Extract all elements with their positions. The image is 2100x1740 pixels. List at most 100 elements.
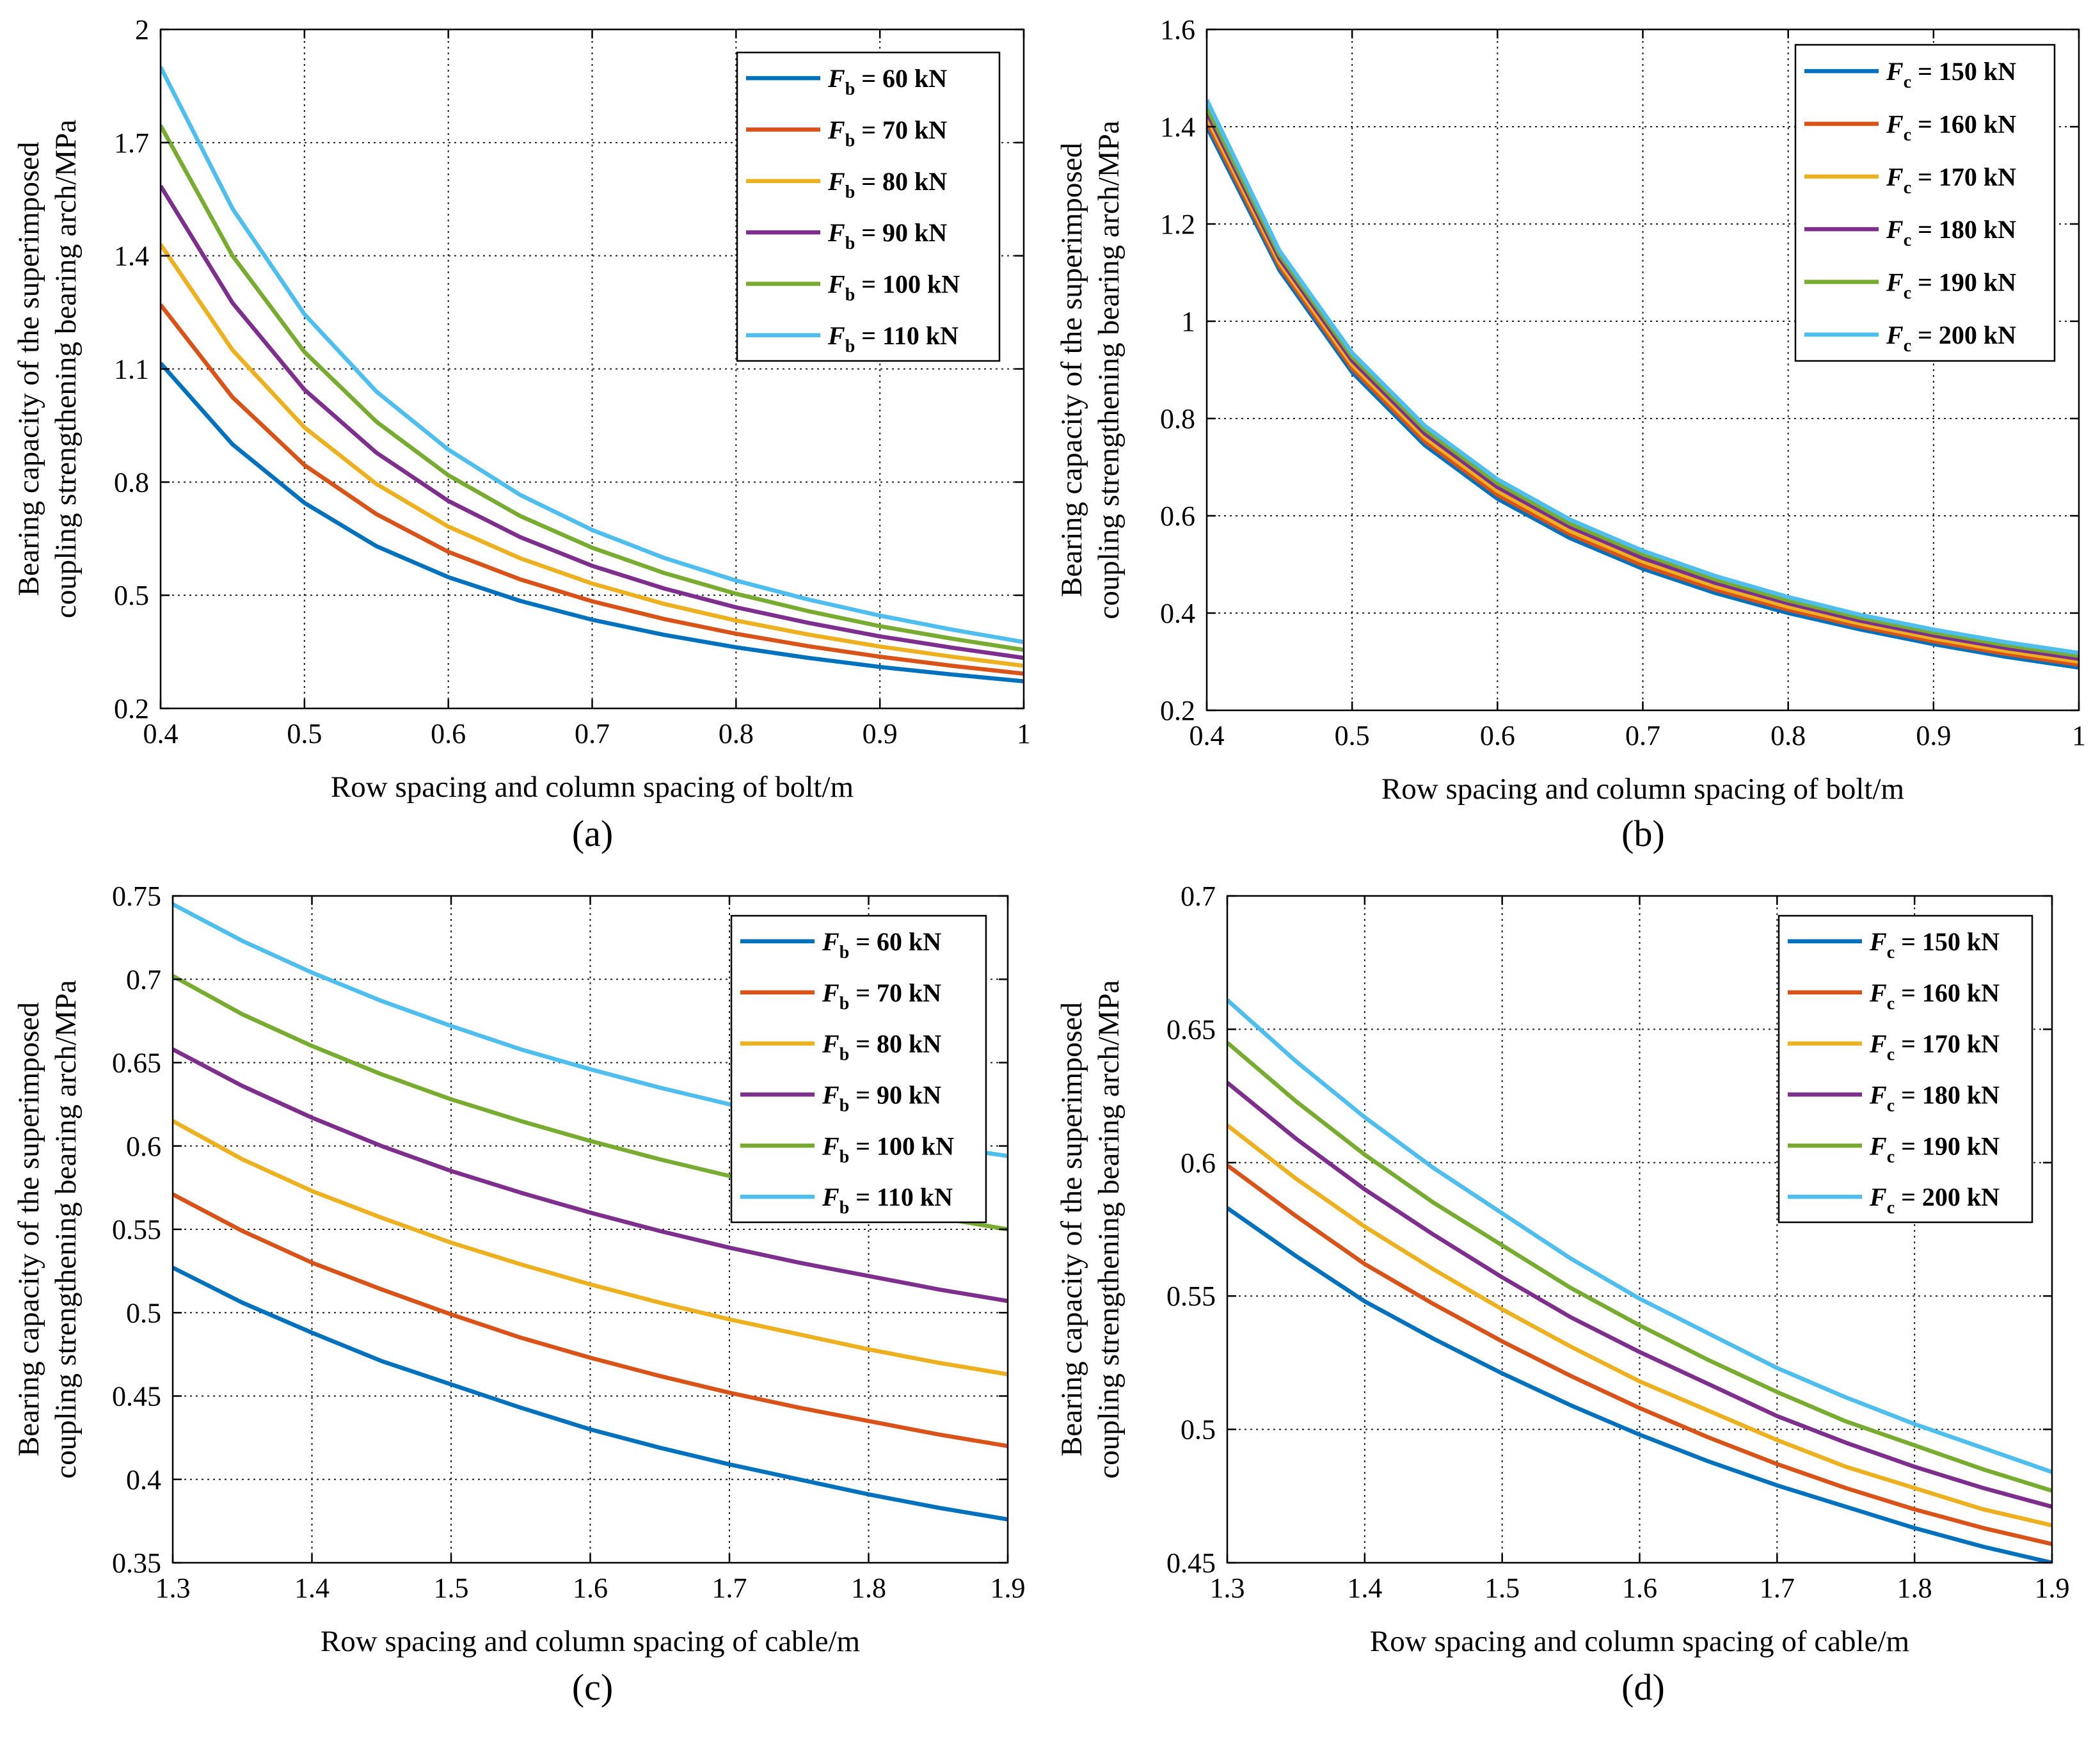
y-tick-label: 1.2 [1160, 209, 1195, 240]
x-axis-label: Row spacing and column spacing of bolt/m [331, 770, 854, 804]
x-axis-label: Row spacing and column spacing of cable/… [1370, 1625, 1909, 1658]
chart-2: 0.4 0.5 0.6 0.7 0.8 0.9 10.20.40.60.811.21.41.… [1055, 14, 2086, 854]
x-tick-label: 0.5 [287, 718, 322, 749]
x-tick-label: 1.3 [155, 1572, 191, 1604]
y-tick-label: 0.6 [1160, 500, 1195, 532]
legend: Fb = 60 kN Fb = 70 kN Fb = 80 kN Fb = 90 kN… [736, 51, 1001, 362]
y-tick-label: 0.5 [1181, 1414, 1216, 1446]
y-tick-label: 0.45 [112, 1381, 161, 1412]
x-tick-label: 0.5 [1335, 720, 1370, 751]
chart-1: 0.4 0.5 0.6 0.7 0.8 0.9 1 0.2 0.5 0.8 1.1 1.4 1.7 2 Ro… [12, 14, 1031, 854]
x-tick-label: 1.3 [1210, 1572, 1245, 1604]
series-line-3 [161, 243, 1024, 668]
legend: Fc = 150 kN Fc = 160 kN Fc = 170 kN Fc = 18… [1778, 914, 2033, 1224]
chart-3: 1.3 1.4 1.5 1.6 1.7 1.8 1.9 0.35 0.4 0.45 0.5 0.55 0… [12, 881, 1026, 1708]
x-tick-label: 1.7 [1760, 1572, 1795, 1604]
y-tick-label: 0.65 [112, 1048, 161, 1079]
legend-box [1794, 44, 2056, 362]
x-tick-label: 1.4 [1347, 1572, 1382, 1604]
x-tick-label: 0.4 [1189, 720, 1225, 751]
legend-entry-3: Fb = 80 kN [822, 1030, 941, 1065]
y-tick-label: 2 [135, 14, 149, 45]
panel-label: (a) [572, 813, 613, 854]
y-tick-label: 0.7 [126, 964, 161, 995]
y-tick-label: 0.8 [114, 467, 149, 498]
y-tick-label: 1.4 [1160, 111, 1195, 143]
y-axis-label-line-1: Bearing capacity of the superimposed [1055, 1002, 1088, 1457]
y-axis-label-line-2: coupling strengthening bearing arch/MPa [1092, 980, 1126, 1478]
y-tick-label: 0.6 [126, 1131, 161, 1162]
x-tick-label: 0.4 [143, 718, 179, 749]
series-line-6 [1207, 99, 2079, 655]
legend-box [736, 51, 1001, 362]
x-tick-label: 0.6 [1480, 720, 1515, 751]
y-axis-label-line-1: Bearing capacity of the superimposed [12, 1002, 45, 1457]
legend-entry-3: Fc = 170 kN [1886, 163, 2016, 198]
y-tick-label: 1.7 [114, 127, 149, 159]
y-axis-label-line-2: coupling strengthening bearing arch/MPa [49, 120, 83, 618]
series-line-1 [1227, 1206, 2052, 1563]
series-line-1 [173, 1265, 1008, 1522]
panel-label: (d) [1621, 1666, 1665, 1708]
y-tick-label: 0.55 [112, 1214, 161, 1245]
series-line-3 [173, 1119, 1008, 1377]
legend-box [730, 914, 987, 1224]
series-line-4 [161, 184, 1024, 660]
x-tick-label: 1.6 [573, 1572, 608, 1604]
legend-entry-1: Fc = 150 kN [1886, 57, 2016, 92]
x-tick-label: 1 [2072, 720, 2086, 751]
legend-entry-2: Fb = 70 kN [822, 978, 941, 1014]
y-tick-label: 0.8 [1160, 403, 1195, 435]
series-line-4 [1207, 111, 2079, 661]
series-line-4 [173, 1047, 1008, 1304]
y-tick-label: 0.5 [126, 1297, 161, 1329]
y-axis-label-line-1: Bearing capacity of the superimposed [1055, 143, 1088, 597]
x-tick-label: 0.9 [863, 718, 898, 749]
y-tick-label: 0.4 [126, 1464, 161, 1496]
x-tick-label: 1.5 [434, 1572, 469, 1604]
y-axis-label-line-2: coupling strengthening bearing arch/MPa [49, 980, 83, 1478]
y-tick-label: 0.6 [1181, 1147, 1216, 1179]
legend-entry-5: Fb = 100 kN [827, 270, 960, 305]
x-tick-label: 1.4 [294, 1572, 330, 1604]
legend-entry-5: Fc = 190 kN [1886, 268, 2016, 303]
series-line-5 [1227, 1041, 2052, 1493]
y-tick-label: 0.55 [1166, 1281, 1216, 1312]
x-tick-label: 1.9 [990, 1572, 1026, 1604]
y-tick-label: 0.2 [114, 693, 149, 724]
series-line-1 [161, 362, 1024, 683]
chart-4: 1.3 1.4 1.5 1.6 1.7 1.8 1.9 0.45 0.5 0.55 0.6 0.65 0… [1055, 881, 2070, 1708]
y-tick-label: 0.45 [1166, 1547, 1216, 1579]
y-tick-label: 0.75 [112, 881, 161, 912]
series-line-1 [1207, 125, 2079, 670]
x-tick-label: 1.6 [1622, 1572, 1657, 1604]
x-tick-label: 0.7 [1625, 720, 1660, 751]
y-tick-label: 0.7 [1181, 881, 1216, 912]
x-axis-label: Row spacing and column spacing of cable/… [321, 1625, 860, 1658]
x-tick-label: 0.8 [1770, 720, 1806, 751]
y-tick-label: 0.65 [1166, 1014, 1216, 1045]
legend-entry-4: Fb = 90 kN [822, 1080, 941, 1115]
series-line-3 [1227, 1123, 2052, 1528]
x-axis-label: Row spacing and column spacing of bolt/m [1381, 772, 1904, 806]
legend-box [1778, 914, 2033, 1224]
legend-entry-4: Fb = 90 kN [827, 218, 947, 253]
y-tick-label: 1.4 [114, 241, 149, 272]
legend-entry-6: Fb = 110 kN [827, 321, 959, 356]
y-axis-label-line-2: coupling strengthening bearing arch/MPa [1092, 120, 1126, 619]
y-tick-label: 1.6 [1160, 14, 1195, 45]
legend: Fc = 150 kN Fc = 160 kN Fc = 170 kN Fc = 18… [1794, 44, 2056, 362]
series-line-6 [1227, 998, 2052, 1474]
legend-entry-2: Fc = 160 kN [1869, 978, 2000, 1014]
legend-entry-2: Fc = 160 kN [1886, 110, 2016, 145]
x-tick-label: 1.9 [2035, 1572, 2070, 1604]
series-line-2 [1227, 1163, 2052, 1546]
panel-label: (c) [572, 1666, 613, 1708]
legend-entry-2: Fb = 70 kN [827, 116, 947, 151]
legend-entry-6: Fc = 200 kN [1869, 1183, 2000, 1218]
series-line-3 [1207, 116, 2079, 664]
x-tick-label: 0.9 [1916, 720, 1951, 751]
legend-entry-4: Fc = 180 kN [1869, 1080, 2000, 1115]
legend-entry-1: Fc = 150 kN [1869, 927, 2000, 962]
x-tick-label: 0.7 [575, 718, 610, 749]
